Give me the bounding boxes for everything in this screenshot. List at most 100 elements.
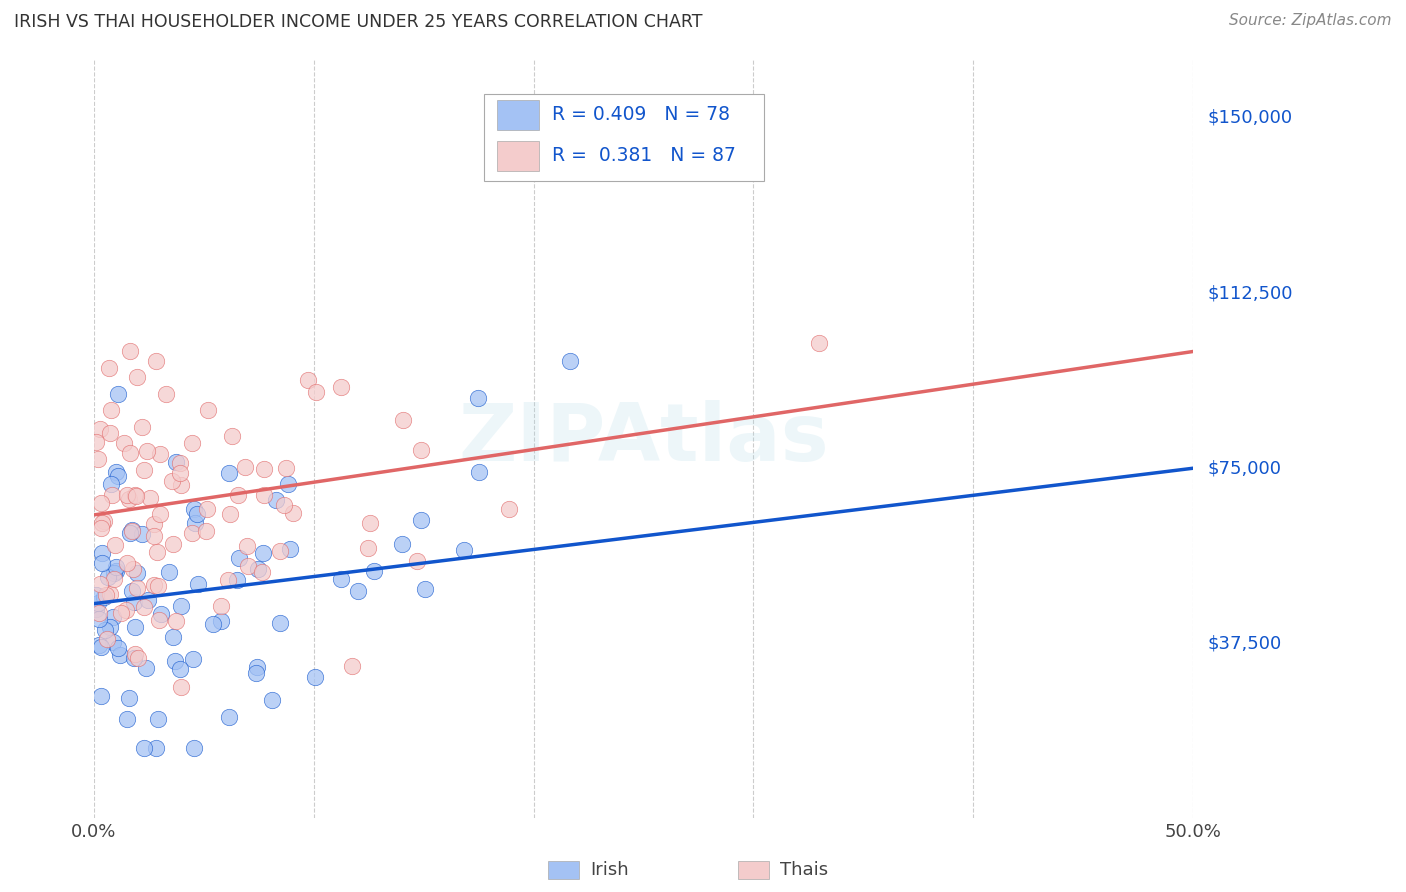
Point xyxy=(89,638,111,652)
Point xyxy=(169,456,191,470)
Point xyxy=(391,537,413,551)
Point xyxy=(120,525,142,540)
Point xyxy=(197,403,219,417)
Text: Thais: Thais xyxy=(780,861,828,879)
Point xyxy=(105,465,128,479)
Point xyxy=(127,566,149,580)
Point xyxy=(183,741,205,756)
Point xyxy=(97,570,120,584)
Point xyxy=(93,591,115,605)
Point xyxy=(149,607,172,621)
Point xyxy=(132,741,155,756)
Point xyxy=(84,588,107,602)
Point xyxy=(145,354,167,368)
Point xyxy=(89,577,111,591)
Point xyxy=(163,654,186,668)
Point xyxy=(406,553,429,567)
Point xyxy=(148,614,170,628)
Point xyxy=(149,447,172,461)
Point xyxy=(107,469,129,483)
Point xyxy=(139,491,162,506)
Point xyxy=(98,360,121,375)
Point xyxy=(87,612,110,626)
Point xyxy=(277,476,299,491)
Point xyxy=(165,455,187,469)
Point xyxy=(121,524,143,538)
Point xyxy=(136,593,159,607)
Point xyxy=(127,651,149,665)
Point xyxy=(246,562,269,576)
Point xyxy=(101,488,124,502)
Point xyxy=(262,692,284,706)
Point xyxy=(467,391,489,405)
Point xyxy=(146,712,169,726)
Point xyxy=(134,600,156,615)
Point xyxy=(169,663,191,677)
Point xyxy=(194,524,217,538)
Text: R = 0.409   N = 78: R = 0.409 N = 78 xyxy=(553,105,730,125)
Point xyxy=(90,496,112,510)
Point xyxy=(125,490,148,504)
Point xyxy=(105,560,128,574)
Text: $112,500: $112,500 xyxy=(1208,284,1292,302)
Point xyxy=(304,670,326,684)
Text: ZIPAtlas: ZIPAtlas xyxy=(458,400,830,478)
Point xyxy=(340,658,363,673)
Point xyxy=(162,631,184,645)
Point xyxy=(90,516,112,530)
Point xyxy=(124,647,146,661)
Point xyxy=(115,488,138,502)
Point xyxy=(221,429,243,443)
Text: IRISH VS THAI HOUSEHOLDER INCOME UNDER 25 YEARS CORRELATION CHART: IRISH VS THAI HOUSEHOLDER INCOME UNDER 2… xyxy=(14,13,703,31)
Point xyxy=(264,492,287,507)
FancyBboxPatch shape xyxy=(498,141,538,171)
Point xyxy=(356,541,378,555)
Point xyxy=(184,516,207,530)
Point xyxy=(253,488,276,502)
Point xyxy=(89,606,111,620)
Point xyxy=(187,576,209,591)
Point xyxy=(142,529,165,543)
Point xyxy=(89,422,111,436)
Point xyxy=(409,442,432,457)
Point xyxy=(121,584,143,599)
Point xyxy=(108,648,131,662)
Point xyxy=(245,665,267,680)
Point xyxy=(330,380,353,394)
Point xyxy=(253,461,276,475)
Point xyxy=(96,632,118,647)
Point xyxy=(183,502,205,516)
Point xyxy=(245,660,267,674)
Point xyxy=(87,452,110,467)
FancyBboxPatch shape xyxy=(498,100,538,130)
Point xyxy=(209,614,232,628)
Point xyxy=(180,436,202,450)
Point xyxy=(498,501,520,516)
Point xyxy=(236,539,259,553)
Point xyxy=(143,516,166,531)
Text: Irish: Irish xyxy=(591,861,628,879)
Point xyxy=(165,615,187,629)
Point xyxy=(169,478,191,492)
Text: $75,000: $75,000 xyxy=(1208,459,1281,477)
Text: $37,500: $37,500 xyxy=(1208,634,1281,652)
Point xyxy=(103,572,125,586)
Point xyxy=(233,459,256,474)
Point xyxy=(132,463,155,477)
Point xyxy=(409,513,432,527)
Point xyxy=(209,599,232,613)
Point xyxy=(346,583,368,598)
Point xyxy=(112,436,135,450)
Point xyxy=(273,498,295,512)
Point xyxy=(84,434,107,449)
Point xyxy=(90,521,112,535)
Point xyxy=(218,710,240,724)
Point xyxy=(115,603,138,617)
Point xyxy=(217,573,239,587)
Point xyxy=(127,581,149,595)
Point xyxy=(170,599,193,614)
Point xyxy=(278,542,301,557)
Point xyxy=(124,488,146,502)
Point xyxy=(101,634,124,648)
Point xyxy=(169,466,191,480)
